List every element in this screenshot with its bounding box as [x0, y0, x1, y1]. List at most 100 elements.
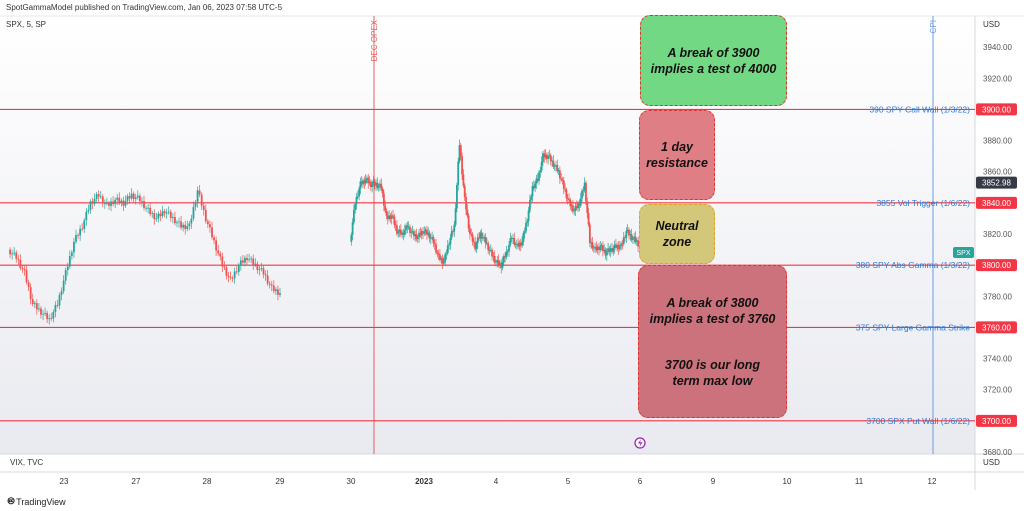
candle [586, 201, 589, 213]
candle [452, 231, 454, 232]
candle [568, 198, 570, 201]
candle [545, 154, 548, 159]
candle [525, 222, 527, 232]
tradingview-brand[interactable]: 🅭 TradingView [8, 496, 66, 508]
symbol-tag [953, 247, 974, 258]
candle [611, 248, 613, 252]
candle [493, 255, 496, 263]
candle [484, 237, 487, 244]
candle [535, 178, 538, 184]
candle [161, 211, 164, 216]
candle [159, 213, 162, 216]
candle [198, 190, 201, 195]
candle [397, 231, 400, 234]
candle [578, 203, 581, 206]
candle [389, 215, 392, 219]
candle [418, 232, 420, 238]
annotation-box-green: A break of 3900 implies a test of 4000 [640, 15, 787, 106]
candle [488, 249, 491, 251]
candle [182, 224, 185, 228]
candle [126, 196, 129, 201]
y-tick-label: 3860.00 [983, 168, 1012, 177]
candle [40, 308, 42, 315]
candle [141, 201, 143, 202]
sub-panel-label[interactable]: VIX, TVC [10, 458, 44, 467]
candle [561, 179, 564, 181]
candle [444, 254, 447, 263]
candle [518, 242, 521, 247]
candle [583, 182, 586, 191]
candle [229, 276, 232, 278]
candle [171, 217, 174, 218]
candle [364, 179, 367, 184]
candle [410, 232, 413, 233]
candle [372, 181, 375, 185]
candle [414, 234, 417, 237]
symbol-label[interactable]: SPX, 5, SP [6, 20, 47, 29]
candle [601, 245, 604, 251]
candle [547, 156, 550, 159]
candle [376, 182, 379, 188]
candle [502, 256, 505, 263]
plot-background [0, 16, 975, 454]
candle [489, 249, 492, 251]
candle [382, 193, 385, 206]
candle [596, 246, 599, 251]
candle [235, 271, 238, 273]
level-price-tag [976, 103, 1017, 116]
candle [459, 145, 462, 157]
candle [132, 193, 135, 200]
candle [454, 208, 457, 225]
brand-label: TradingView [16, 497, 66, 507]
candle [617, 245, 620, 250]
level-label: 390 SPY Call Wall (1/3/22) [869, 104, 970, 114]
candle [60, 291, 63, 295]
candle [581, 190, 583, 199]
candle [377, 185, 380, 188]
candle [385, 210, 388, 216]
candle [517, 243, 520, 247]
candle [587, 212, 590, 225]
candle [594, 246, 596, 248]
candle [521, 241, 523, 246]
candle [572, 205, 574, 212]
candle [371, 184, 374, 187]
candle [475, 243, 478, 250]
candle [167, 211, 170, 213]
level-price-tag [976, 259, 1017, 272]
candle [634, 236, 637, 243]
candle [509, 238, 512, 245]
candle [496, 260, 499, 263]
candle [416, 237, 419, 240]
candle [116, 197, 119, 200]
candle [151, 213, 154, 214]
current-price-text: 3852.98 [982, 179, 1011, 188]
candle [89, 201, 92, 211]
current-price-tag [976, 176, 1017, 189]
candle [73, 241, 75, 253]
candle [579, 198, 582, 206]
candle [48, 318, 51, 320]
candle [380, 183, 383, 189]
currency-label-bottom: USD [983, 458, 1000, 467]
candle [114, 199, 117, 205]
candle [386, 215, 389, 220]
lightning-icon[interactable] [634, 437, 646, 449]
candle [83, 220, 86, 230]
candle [463, 185, 466, 197]
candle [124, 200, 127, 206]
candle [483, 237, 486, 238]
candle [9, 249, 11, 255]
candle [553, 165, 556, 167]
level-price-tag [976, 196, 1017, 209]
level-label: 3700 SPX Put Wall (1/6/22) [866, 416, 970, 426]
candle [244, 257, 246, 263]
candle [266, 275, 269, 284]
y-tick-label: 3740.00 [983, 355, 1012, 364]
candle [176, 222, 178, 224]
candle [122, 200, 125, 206]
candle [33, 303, 36, 305]
candle [432, 237, 435, 244]
candle [599, 246, 602, 251]
candle [491, 249, 493, 257]
